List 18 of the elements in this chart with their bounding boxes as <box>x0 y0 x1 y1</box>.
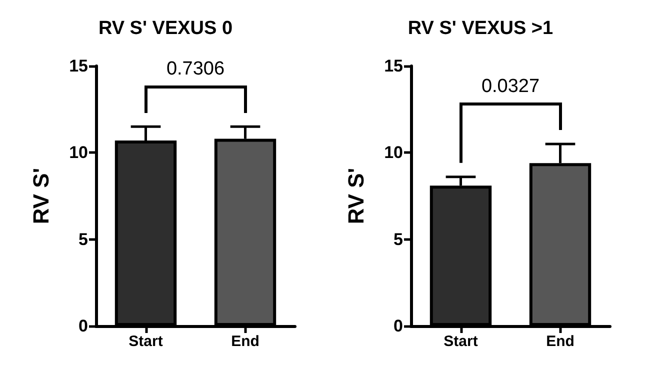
annotation: 0.0327 <box>481 76 540 97</box>
x-tick-label: End <box>546 333 574 350</box>
x-tick-label: End <box>231 333 260 350</box>
y-tick-label: 15 <box>69 56 88 76</box>
y-axis-title: RV S' <box>28 168 54 224</box>
chart-title: RV S' VEXUS 0 <box>98 18 233 39</box>
y-tick-label: 0 <box>78 316 88 336</box>
y-axis-title: RV S' <box>344 168 368 224</box>
x-tick-label: Start <box>128 333 163 350</box>
chart-title: RV S' VEXUS >1 <box>408 18 554 39</box>
y-tick-label: 15 <box>384 56 403 76</box>
y-tick-label: 0 <box>394 316 403 336</box>
x-tick-label: Start <box>444 333 478 350</box>
y-tick-label: 10 <box>69 143 88 162</box>
annotation: 0.7306 <box>166 58 225 80</box>
y-tick-label: 10 <box>384 143 403 162</box>
y-tick-label: 5 <box>78 230 88 249</box>
y-tick-label: 5 <box>394 230 403 249</box>
